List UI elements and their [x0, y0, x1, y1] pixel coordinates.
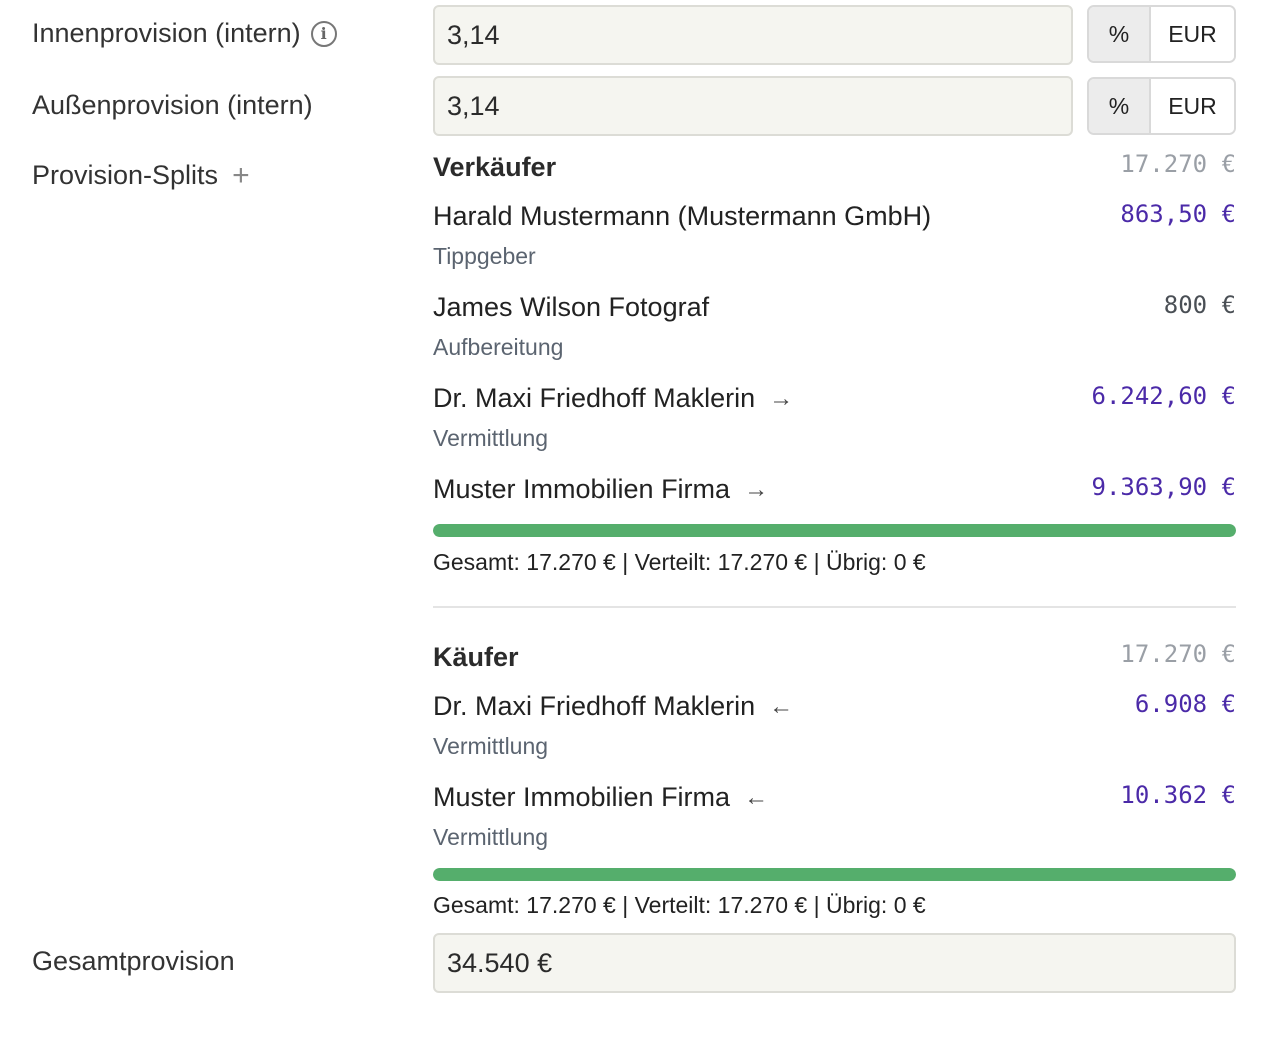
- seller-entry-role: Tippgeber: [433, 243, 536, 269]
- aussenprovision-input[interactable]: 3,14: [433, 76, 1073, 136]
- arrow-right-icon: →: [744, 475, 769, 503]
- seller-progress-bar: [433, 524, 1236, 537]
- gesamtprovision-label-text: Gesamtprovision: [32, 946, 235, 976]
- seller-entry-name[interactable]: Harald Mustermann (Mustermann GmbH): [433, 201, 931, 232]
- seller-entry-name[interactable]: Dr. Maxi Friedhoff Maklerin →: [433, 383, 793, 414]
- buyer-progress-fill: [433, 868, 1236, 881]
- buyer-summary: Gesamt: 17.270 € | Verteilt: 17.270 € | …: [433, 892, 926, 918]
- provision-splits-label-text: Provision-Splits: [32, 160, 219, 190]
- seller-group-title: Verkäufer: [433, 152, 557, 182]
- buyer-entry-amount: 6.908 €: [1134, 690, 1236, 718]
- provision-splits-label: Provision-Splits +: [32, 160, 250, 191]
- seller-entry-name-text: Muster Immobilien Firma: [433, 474, 731, 504]
- aussenprovision-percent-button[interactable]: %: [1089, 79, 1151, 133]
- seller-entry-role: Vermittlung: [433, 425, 549, 451]
- group-divider: [433, 606, 1236, 608]
- buyer-entry-name[interactable]: Muster Immobilien Firma ←: [433, 782, 768, 813]
- seller-entry-amount: 6.242,60 €: [1091, 382, 1237, 410]
- info-icon[interactable]: i: [310, 20, 337, 47]
- innenprovision-input[interactable]: 3,14: [433, 5, 1073, 65]
- buyer-entry-role: Vermittlung: [433, 824, 549, 850]
- aussenprovision-eur-button[interactable]: EUR: [1151, 79, 1234, 133]
- innenprovision-label-text: Innenprovision (intern): [32, 18, 301, 48]
- aussenprovision-label-text: Außenprovision (intern): [32, 90, 313, 120]
- seller-entry-amount: 863,50 €: [1120, 200, 1236, 228]
- seller-entry-name-text: Dr. Maxi Friedhoff Maklerin: [433, 383, 756, 413]
- seller-entry-amount: 9.363,90 €: [1091, 473, 1237, 501]
- aussenprovision-label: Außenprovision (intern): [32, 90, 313, 121]
- arrow-left-icon: ←: [769, 692, 794, 720]
- seller-entry-name[interactable]: James Wilson Fotograf: [433, 292, 709, 323]
- arrow-right-icon: →: [769, 384, 794, 412]
- seller-summary: Gesamt: 17.270 € | Verteilt: 17.270 € | …: [433, 549, 926, 575]
- seller-entry-role: Aufbereitung: [433, 334, 564, 360]
- buyer-entry-name[interactable]: Dr. Maxi Friedhoff Maklerin ←: [433, 691, 793, 722]
- seller-entry-amount: 800 €: [1163, 291, 1236, 319]
- seller-group-total: 17.270 €: [1120, 150, 1236, 178]
- arrow-left-icon: ←: [744, 783, 769, 811]
- buyer-group-total: 17.270 €: [1120, 640, 1236, 668]
- innenprovision-label: Innenprovision (intern) i: [32, 18, 337, 49]
- innenprovision-eur-button[interactable]: EUR: [1151, 7, 1234, 61]
- innenprovision-percent-button[interactable]: %: [1089, 7, 1151, 61]
- buyer-entry-role: Vermittlung: [433, 733, 549, 759]
- aussenprovision-unit-toggle: % EUR: [1087, 77, 1236, 135]
- add-split-plus-icon[interactable]: +: [232, 158, 250, 192]
- seller-entry-name-text: James Wilson Fotograf: [433, 292, 710, 322]
- buyer-entry-name-text: Muster Immobilien Firma: [433, 782, 731, 812]
- gesamtprovision-label: Gesamtprovision: [32, 946, 235, 977]
- innenprovision-unit-toggle: % EUR: [1087, 5, 1236, 63]
- buyer-entry-name-text: Dr. Maxi Friedhoff Maklerin: [433, 691, 756, 721]
- seller-entry-name-text: Harald Mustermann (Mustermann GmbH): [433, 201, 932, 231]
- gesamtprovision-input[interactable]: 34.540 €: [433, 933, 1236, 993]
- buyer-entry-amount: 10.362 €: [1120, 781, 1236, 809]
- seller-entry-name[interactable]: Muster Immobilien Firma →: [433, 474, 768, 505]
- seller-progress-fill: [433, 524, 1236, 537]
- buyer-progress-bar: [433, 868, 1236, 881]
- buyer-group-title: Käufer: [433, 642, 519, 672]
